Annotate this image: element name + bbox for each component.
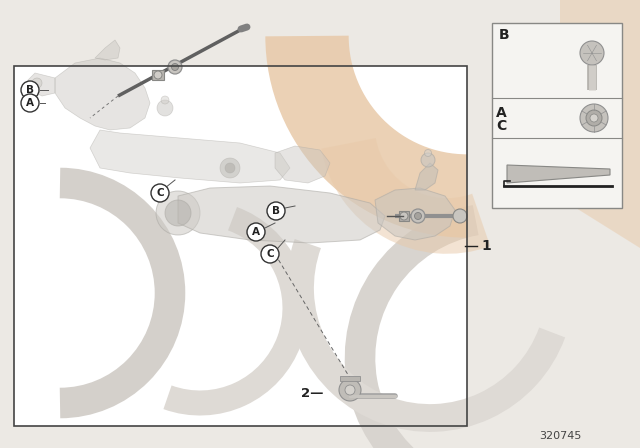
Circle shape	[590, 114, 598, 122]
Polygon shape	[95, 40, 120, 60]
Circle shape	[421, 153, 435, 167]
Circle shape	[411, 209, 425, 223]
Circle shape	[21, 81, 39, 99]
Circle shape	[580, 41, 604, 65]
Circle shape	[267, 202, 285, 220]
Circle shape	[151, 184, 169, 202]
Circle shape	[21, 94, 39, 112]
Circle shape	[32, 78, 42, 88]
Polygon shape	[507, 165, 610, 183]
Polygon shape	[28, 73, 55, 96]
Circle shape	[165, 200, 191, 226]
Bar	[14, 66, 467, 426]
Circle shape	[424, 150, 431, 156]
Circle shape	[580, 104, 608, 132]
Text: B: B	[272, 206, 280, 216]
Polygon shape	[560, 0, 640, 248]
Text: A: A	[252, 227, 260, 237]
Circle shape	[220, 158, 240, 178]
Circle shape	[400, 212, 408, 220]
Circle shape	[339, 379, 361, 401]
Text: A: A	[26, 98, 34, 108]
Circle shape	[225, 163, 235, 173]
Text: 1: 1	[481, 239, 491, 253]
Text: B: B	[499, 28, 509, 42]
Polygon shape	[375, 188, 455, 240]
Polygon shape	[415, 163, 438, 190]
Text: C: C	[266, 249, 274, 259]
Bar	[340, 376, 360, 381]
Circle shape	[161, 96, 169, 104]
Circle shape	[154, 71, 162, 79]
Circle shape	[453, 209, 467, 223]
Bar	[492, 23, 622, 208]
Circle shape	[247, 223, 265, 241]
Text: C: C	[156, 188, 164, 198]
Text: 2—: 2—	[301, 387, 323, 400]
Circle shape	[261, 245, 279, 263]
Bar	[14, 66, 467, 426]
Text: A: A	[496, 106, 507, 120]
Bar	[399, 211, 409, 221]
Polygon shape	[90, 130, 290, 183]
Circle shape	[172, 64, 179, 70]
Text: B: B	[26, 85, 34, 95]
Circle shape	[415, 212, 422, 220]
Polygon shape	[55, 58, 150, 130]
Polygon shape	[275, 146, 330, 183]
Text: C: C	[496, 119, 506, 133]
Circle shape	[156, 191, 200, 235]
Polygon shape	[178, 186, 385, 243]
Circle shape	[345, 385, 355, 395]
Bar	[152, 70, 164, 80]
Circle shape	[157, 100, 173, 116]
Circle shape	[168, 60, 182, 74]
Text: 320745: 320745	[539, 431, 581, 441]
Circle shape	[586, 110, 602, 126]
